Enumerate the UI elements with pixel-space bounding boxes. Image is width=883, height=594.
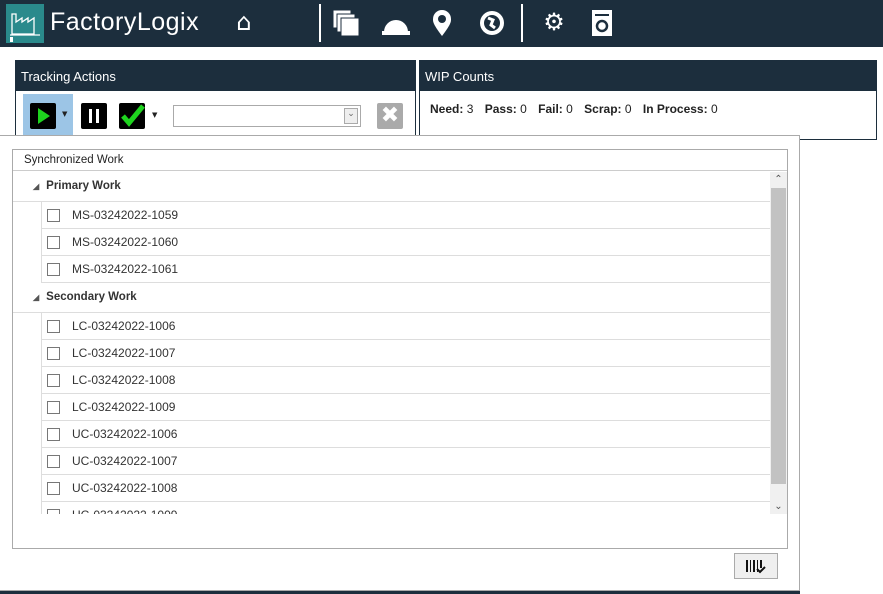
list-item[interactable]: MS-03242022-1059 — [41, 202, 770, 229]
list-item[interactable]: UC-03242022-1006 — [41, 421, 770, 448]
scan-barcode-button[interactable] — [734, 553, 778, 579]
list-item[interactable]: UC-03242022-1007 — [41, 448, 770, 475]
work-order-label: UC-03242022-1009 — [72, 508, 177, 514]
scrollbar-thumb[interactable] — [771, 188, 786, 484]
work-order-label: LC-03242022-1006 — [72, 319, 176, 333]
checkbox[interactable] — [47, 482, 60, 495]
scroll-down-icon[interactable]: ⌄ — [774, 501, 783, 512]
checkbox[interactable] — [47, 374, 60, 387]
need-value: 3 — [466, 102, 474, 116]
checkbox[interactable] — [47, 347, 60, 360]
wip-counts: Need: 3 Pass: 0 Fail: 0 Scrap: 0 In Proc… — [420, 91, 876, 116]
scrap-value: 0 — [624, 102, 632, 116]
documents-icon[interactable] — [330, 8, 362, 44]
in-process-label: In Process: — [642, 102, 708, 116]
list-item[interactable]: UC-03242022-1008 — [41, 475, 770, 502]
pass-value: 0 — [520, 102, 527, 116]
group-header[interactable]: ◢ Primary Work — [13, 172, 770, 202]
work-order-label: LC-03242022-1009 — [72, 400, 176, 414]
synchronized-work-popup: Synchronized Work ◢ Primary Work MS-032420… — [0, 135, 800, 591]
work-order-label: MS-03242022-1060 — [72, 235, 179, 249]
list-item[interactable]: LC-03242022-1006 — [41, 313, 770, 340]
list-item[interactable]: LC-03242022-1009 — [41, 394, 770, 421]
group-label: Secondary Work — [46, 291, 137, 303]
checkbox[interactable] — [47, 455, 60, 468]
panel-title: Tracking Actions — [16, 61, 415, 91]
divider — [319, 4, 321, 42]
work-order-label: LC-03242022-1007 — [72, 346, 176, 360]
gear-icon[interactable]: ⚙ — [543, 8, 565, 36]
scroll-up-icon[interactable]: ⌃ — [774, 174, 783, 185]
synchronized-work-list: Synchronized Work ◢ Primary Work MS-032420… — [12, 149, 788, 549]
barcode-check-icon — [746, 560, 766, 574]
fail-label: Fail: — [538, 102, 563, 116]
collapse-triangle-icon[interactable]: ◢ — [33, 182, 40, 191]
list-item[interactable]: MS-03242022-1061 — [41, 256, 770, 283]
refresh-document-icon[interactable] — [586, 8, 618, 44]
panel-title: WIP Counts — [420, 61, 876, 91]
hard-hat-icon[interactable] — [380, 8, 412, 44]
work-order-label: MS-03242022-1061 — [72, 262, 179, 276]
dropdown-arrow-icon[interactable]: ▼ — [152, 111, 158, 119]
list-item[interactable]: UC-03242022-1009 — [41, 502, 770, 514]
work-order-label: LC-03242022-1008 — [72, 373, 176, 387]
bottom-bar — [0, 591, 800, 594]
pass-label: Pass: — [484, 102, 517, 116]
complete-button[interactable] — [119, 103, 145, 129]
group-label: Primary Work — [46, 180, 121, 192]
checkbox[interactable] — [47, 236, 60, 249]
list-item[interactable]: LC-03242022-1008 — [41, 367, 770, 394]
work-order-label: MS-03242022-1059 — [72, 208, 179, 222]
brand-name: FactoryLogix — [50, 8, 200, 36]
globe-icon[interactable] — [476, 8, 508, 44]
work-order-label: UC-03242022-1006 — [72, 427, 178, 441]
chevron-down-icon[interactable]: ⌄ — [344, 108, 358, 124]
start-button[interactable]: ▼ — [23, 94, 73, 138]
checkbox[interactable] — [47, 428, 60, 441]
work-order-label: UC-03242022-1008 — [72, 481, 178, 495]
need-label: Need: — [430, 102, 464, 116]
wip-counts-panel: WIP Counts Need: 3 Pass: 0 Fail: 0 Scrap… — [419, 60, 877, 140]
pause-button[interactable] — [81, 103, 107, 129]
checkbox[interactable] — [47, 263, 60, 276]
checkbox[interactable] — [47, 401, 60, 414]
list-item[interactable]: MS-03242022-1060 — [41, 229, 770, 256]
cancel-button[interactable]: ✖ — [377, 103, 403, 129]
factory-logo-icon — [6, 4, 44, 43]
checkbox[interactable] — [47, 209, 60, 222]
checkbox[interactable] — [47, 509, 60, 514]
group-header[interactable]: ◢ Secondary Work — [13, 283, 770, 313]
fail-value: 0 — [566, 102, 573, 116]
work-tree: ◢ Primary Work MS-03242022-1059 MS-03242022… — [13, 172, 770, 514]
top-bar: FactoryLogix ⌂ ⚙ — [0, 0, 883, 47]
list-title: Synchronized Work — [13, 150, 787, 171]
scrap-label: Scrap: — [584, 102, 622, 116]
work-order-label: UC-03242022-1007 — [72, 454, 178, 468]
action-dropdown[interactable]: ⌄ — [173, 105, 361, 127]
scrollbar[interactable]: ⌃ ⌄ — [770, 172, 787, 514]
checkbox[interactable] — [47, 320, 60, 333]
play-icon — [30, 103, 56, 129]
home-icon[interactable]: ⌂ — [236, 8, 252, 36]
tracking-actions-panel: Tracking Actions ▼ ▼ ⌄ ✖ — [15, 60, 416, 140]
location-pin-icon[interactable] — [426, 8, 458, 44]
in-process-value: 0 — [710, 102, 718, 116]
divider — [521, 4, 523, 42]
dropdown-arrow-icon[interactable]: ▼ — [62, 110, 68, 118]
collapse-triangle-icon[interactable]: ◢ — [33, 293, 40, 302]
list-item[interactable]: LC-03242022-1007 — [41, 340, 770, 367]
